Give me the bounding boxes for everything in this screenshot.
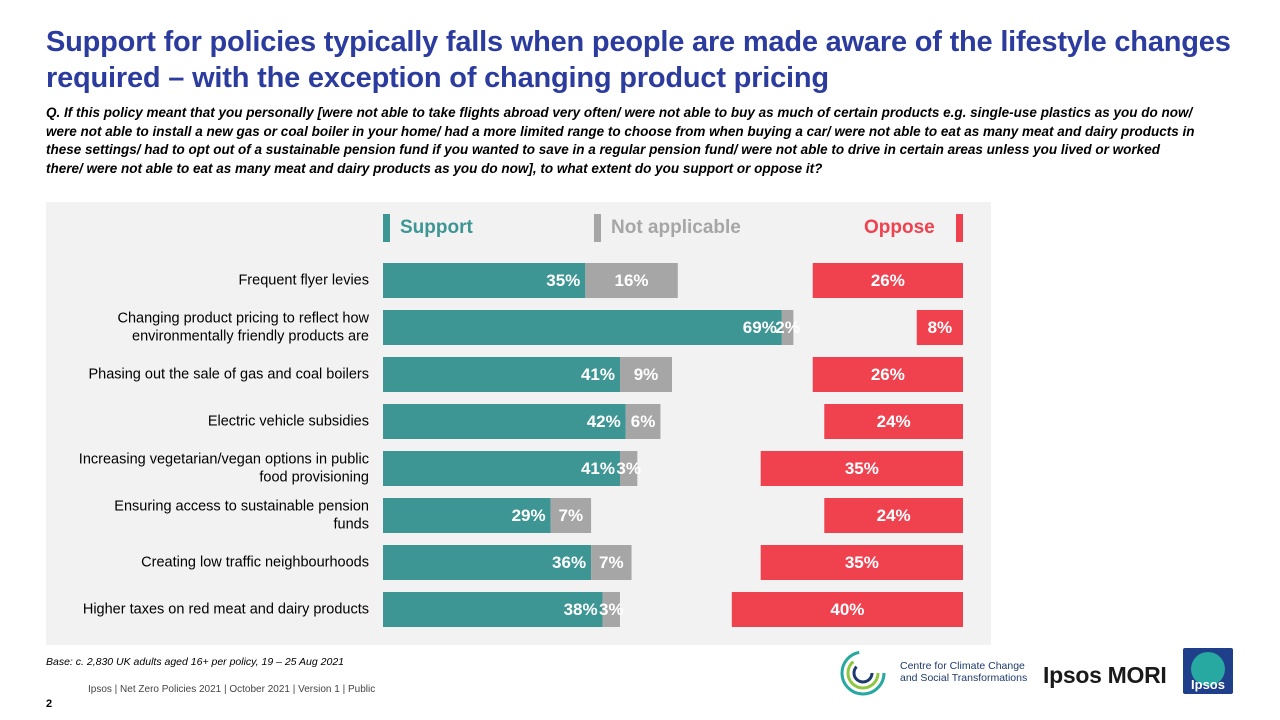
data-label-support: 69%	[743, 318, 777, 337]
data-label-support: 41%	[581, 365, 615, 384]
footer-text: Ipsos | Net Zero Policies 2021 | October…	[88, 684, 376, 695]
survey-question: Q. If this policy meant that you persona…	[46, 105, 1195, 176]
slide-title: Support for policies typically falls whe…	[46, 26, 1231, 94]
bar-not-applicable	[625, 404, 661, 439]
bar-not-applicable	[619, 357, 672, 392]
data-label-oppose: 40%	[830, 600, 864, 619]
data-label-oppose: 35%	[845, 553, 879, 572]
data-label-oppose: 8%	[928, 318, 953, 337]
category-label: Electric vehicle subsidies	[208, 414, 369, 430]
c3st-logo-icon	[840, 650, 886, 696]
category-label: Increasing vegetarian/vegan options in p…	[79, 452, 369, 468]
legend-oppose-label: Oppose	[864, 217, 935, 238]
bar-oppose	[916, 310, 963, 345]
bar-oppose	[812, 263, 963, 298]
bar-support	[383, 592, 603, 627]
data-label-not-applicable: 2%	[775, 318, 800, 337]
stacked-bar-chart: Frequent flyer levies 35% 16% 26% Changing p…	[79, 263, 963, 627]
category-label: Changing product pricing to reflect how	[118, 311, 370, 327]
data-label-support: 38%	[564, 600, 598, 619]
data-label-oppose: 26%	[871, 365, 905, 384]
legend-not-applicable-swatch	[594, 214, 601, 242]
page-number: 2	[46, 698, 53, 710]
base-note: Base: c. 2,830 UK adults aged 16+ per po…	[46, 656, 344, 668]
data-label-not-applicable: 3%	[616, 459, 641, 478]
data-label-not-applicable: 7%	[599, 553, 624, 572]
ipsos-mori-logo: Ipsos MORI	[1043, 662, 1167, 688]
bar-support	[383, 545, 592, 580]
c3st-line-1: Centre for Climate Change	[900, 660, 1025, 672]
bar-not-applicable	[550, 498, 592, 533]
legend-support-label: Support	[400, 217, 473, 238]
legend-support-swatch	[383, 214, 390, 242]
bar-not-applicable	[585, 263, 678, 298]
bar-support	[383, 263, 586, 298]
data-label-oppose: 35%	[845, 459, 879, 478]
category-label: environmentally friendly products are	[132, 329, 369, 345]
bar-oppose	[731, 592, 963, 627]
bar-support	[383, 310, 782, 345]
ipsos-logo-circle	[1191, 652, 1225, 686]
bar-not-applicable	[781, 310, 794, 345]
data-label-oppose: 26%	[871, 271, 905, 290]
bar-not-applicable	[619, 451, 638, 486]
category-label: Phasing out the sale of gas and coal boi…	[88, 367, 369, 383]
category-label: funds	[334, 517, 369, 533]
data-label-not-applicable: 9%	[634, 365, 659, 384]
bar-support	[383, 451, 620, 486]
c3st-logo-text: Centre for Climate Change and Social Tra…	[900, 660, 1040, 684]
data-label-support: 42%	[587, 412, 621, 431]
category-label: Creating low traffic neighbourhoods	[141, 555, 369, 571]
bar-oppose	[824, 404, 963, 439]
ipsos-logo-icon: Ipsos	[1183, 648, 1233, 694]
bar-support	[383, 404, 626, 439]
c3st-line-2: and Social Transformations	[900, 672, 1028, 684]
category-label: Higher taxes on red meat and dairy produ…	[83, 602, 369, 618]
category-label: Ensuring access to sustainable pension	[114, 499, 369, 515]
data-label-oppose: 24%	[877, 506, 911, 525]
bar-oppose	[760, 451, 963, 486]
category-label: Frequent flyer levies	[238, 273, 369, 289]
chart-panel: Frequent flyer levies 35% 16% 26% Changing p…	[46, 202, 991, 645]
data-label-support: 29%	[512, 506, 546, 525]
bar-support	[383, 498, 551, 533]
data-label-oppose: 24%	[877, 412, 911, 431]
data-label-not-applicable: 16%	[615, 271, 649, 290]
ipsos-logo-text: Ipsos	[1191, 677, 1225, 692]
data-label-not-applicable: 6%	[631, 412, 656, 431]
bar-not-applicable	[602, 592, 620, 627]
bar-oppose	[812, 357, 963, 392]
data-label-not-applicable: 3%	[599, 600, 624, 619]
data-label-not-applicable: 7%	[559, 506, 584, 525]
bar-oppose	[760, 545, 963, 580]
data-label-support: 36%	[552, 553, 586, 572]
data-label-support: 35%	[546, 271, 580, 290]
category-label: food provisioning	[259, 470, 369, 486]
bar-support	[383, 357, 620, 392]
bar-not-applicable	[591, 545, 632, 580]
bar-oppose	[824, 498, 963, 533]
legend-not-applicable-label: Not applicable	[611, 217, 741, 238]
data-label-support: 41%	[581, 459, 615, 478]
legend-oppose-swatch	[956, 214, 963, 242]
